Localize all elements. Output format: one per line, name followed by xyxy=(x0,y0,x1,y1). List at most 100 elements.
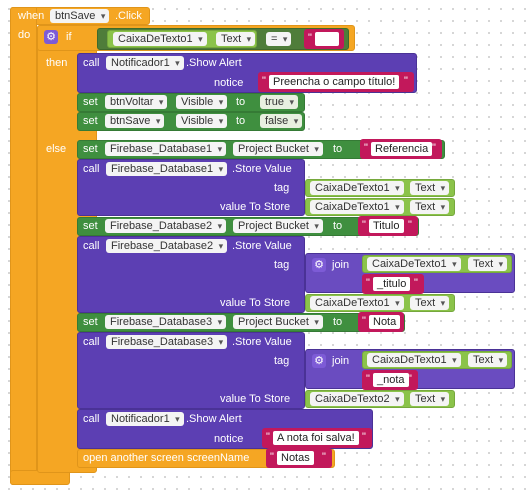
fb1-tag-label: tag xyxy=(274,182,290,194)
set-label: set xyxy=(83,220,98,232)
else-notice-string[interactable]: " A nota foi salva! " xyxy=(262,428,372,448)
fb2-property-dropdown[interactable]: Project Bucket xyxy=(233,219,323,233)
fb2-val-component-dropdown[interactable]: CaixaDeTexto1 xyxy=(310,296,404,310)
quote-open: " xyxy=(266,431,270,443)
set-label: set xyxy=(83,316,98,328)
fb2-join-suffix-string[interactable]: " _titulo " xyxy=(362,274,424,294)
fb3-valuetostore-label: value To Store xyxy=(220,393,291,405)
else-call-label: call xyxy=(83,413,100,425)
quote-open: " xyxy=(366,277,370,289)
fb3-tag-label: tag xyxy=(274,355,290,367)
fb2-join-component-dropdown[interactable]: CaixaDeTexto1 xyxy=(367,257,461,271)
event-component-dropdown[interactable]: btnSave xyxy=(50,9,110,23)
fb2-to-label: to xyxy=(333,220,343,232)
set1-property-dropdown[interactable]: Visible xyxy=(176,95,228,109)
fb1-bucket-string[interactable]: " Referencia " xyxy=(360,139,442,159)
join-mutator-gear-icon[interactable]: ⚙ xyxy=(312,354,326,368)
fb3-component-dropdown[interactable]: Firebase_Database3 xyxy=(105,315,227,329)
event-when-label: when xyxy=(18,10,45,22)
event-name-label: .Click xyxy=(115,10,142,22)
condition-empty-string[interactable]: " " xyxy=(304,29,344,49)
set1-to-label: to xyxy=(236,96,246,108)
quote-open: " xyxy=(262,75,266,87)
quote-open: " xyxy=(362,315,366,327)
fb2-join-property-dropdown[interactable]: Text xyxy=(468,257,508,271)
quote-close: " xyxy=(432,142,436,154)
condition-property-dropdown[interactable]: Text xyxy=(216,32,256,46)
open-screen-name-value[interactable]: Notas xyxy=(277,451,314,465)
then-notice-value[interactable]: Preencha o campo título! xyxy=(269,75,400,89)
quote-open: " xyxy=(366,373,370,385)
quote-close: " xyxy=(395,315,399,327)
fb3-join-component-dropdown[interactable]: CaixaDeTexto1 xyxy=(367,353,461,367)
join-mutator-gear-icon[interactable]: ⚙ xyxy=(312,258,326,272)
condition-value[interactable] xyxy=(315,32,339,46)
then-label: then xyxy=(46,57,68,69)
fb2-join-suffix-value[interactable]: _titulo xyxy=(373,277,411,291)
call-label: call xyxy=(83,336,100,348)
quote-open: " xyxy=(362,219,366,231)
quote-open: " xyxy=(364,142,368,154)
compare-op-dropdown[interactable]: = xyxy=(266,32,292,46)
fb2-component-dropdown[interactable]: Firebase_Database2 xyxy=(105,219,227,233)
fb3-to-label: to xyxy=(333,316,343,328)
fb2-bucket-value[interactable]: Titulo xyxy=(369,219,404,233)
then-call-method: .Show Alert xyxy=(186,57,242,69)
fb3-join-suffix-value[interactable]: _nota xyxy=(373,373,409,387)
else-call-component-dropdown[interactable]: Notificador1 xyxy=(106,412,184,426)
else-call-param: notice xyxy=(214,433,244,445)
mutator-gear-icon[interactable]: ⚙ xyxy=(44,30,58,44)
set2-value-dropdown[interactable]: false xyxy=(260,114,303,128)
fb1-val-component-dropdown[interactable]: CaixaDeTexto1 xyxy=(310,200,404,214)
fb1-bucket-value[interactable]: Referencia xyxy=(371,142,433,156)
fb3-bucket-value[interactable]: Nota xyxy=(369,315,401,329)
else-notice-value[interactable]: A nota foi salva! xyxy=(273,431,359,445)
then-call-param: notice xyxy=(214,77,244,89)
else-call-method: .Show Alert xyxy=(186,413,242,425)
fb2-join-label: join xyxy=(332,259,350,271)
fb1-tag-property-dropdown[interactable]: Text xyxy=(410,181,450,195)
quote-close: " xyxy=(362,431,366,443)
quote-close: " xyxy=(335,32,339,44)
fb3-call-component-dropdown[interactable]: Firebase_Database3 xyxy=(106,335,228,349)
fb1-to-label: to xyxy=(333,143,343,155)
fb2-bucket-string[interactable]: " Titulo " xyxy=(358,216,418,236)
fb3-val-component-dropdown[interactable]: CaixaDeTexto2 xyxy=(310,392,404,406)
event-block-body-rail xyxy=(10,7,37,485)
call-label: call xyxy=(83,240,100,252)
set2-property-dropdown[interactable]: Visible xyxy=(176,114,228,128)
fb3-call-method: .Store Value xyxy=(232,336,292,348)
fb2-call-component-dropdown[interactable]: Firebase_Database2 xyxy=(106,239,228,253)
fb2-val-property-dropdown[interactable]: Text xyxy=(410,296,450,310)
then-call-component-dropdown[interactable]: Notificador1 xyxy=(106,56,184,70)
fb3-join-property-dropdown[interactable]: Text xyxy=(468,353,508,367)
fb2-call-method: .Store Value xyxy=(232,240,292,252)
fb3-property-dropdown[interactable]: Project Bucket xyxy=(233,315,323,329)
quote-close: " xyxy=(414,277,418,289)
else-label: else xyxy=(46,143,67,155)
open-screen-name-string[interactable]: " Notas " xyxy=(266,448,332,468)
condition-component-dropdown[interactable]: CaixaDeTexto1 xyxy=(113,32,207,46)
fb1-property-dropdown[interactable]: Project Bucket xyxy=(233,142,323,156)
fb2-tag-label: tag xyxy=(274,259,290,271)
if-label: if xyxy=(66,31,72,43)
fb3-join-suffix-string[interactable]: " _nota " xyxy=(362,370,418,390)
fb1-component-dropdown[interactable]: Firebase_Database1 xyxy=(105,142,227,156)
fb3-val-property-dropdown[interactable]: Text xyxy=(410,392,450,406)
fb1-valuetostore-label: value To Store xyxy=(220,201,291,213)
set-label: set xyxy=(83,96,98,108)
fb1-call-component-dropdown[interactable]: Firebase_Database1 xyxy=(106,162,228,176)
then-notice-string[interactable]: " Preencha o campo título! " xyxy=(258,72,414,92)
quote-close: " xyxy=(408,219,412,231)
fb1-tag-component-dropdown[interactable]: CaixaDeTexto1 xyxy=(310,181,404,195)
set1-value-dropdown[interactable]: true xyxy=(260,95,298,109)
quote-open: " xyxy=(270,451,274,463)
then-call-label: call xyxy=(83,57,100,69)
set2-component-dropdown[interactable]: btnSave xyxy=(105,114,165,128)
fb3-bucket-string[interactable]: " Nota " xyxy=(358,312,404,332)
set1-component-dropdown[interactable]: btnVoltar xyxy=(105,95,168,109)
fb1-val-property-dropdown[interactable]: Text xyxy=(410,200,450,214)
fb2-valuetostore-label: value To Store xyxy=(220,297,291,309)
set-label: set xyxy=(83,115,98,127)
call-label: call xyxy=(83,163,100,175)
